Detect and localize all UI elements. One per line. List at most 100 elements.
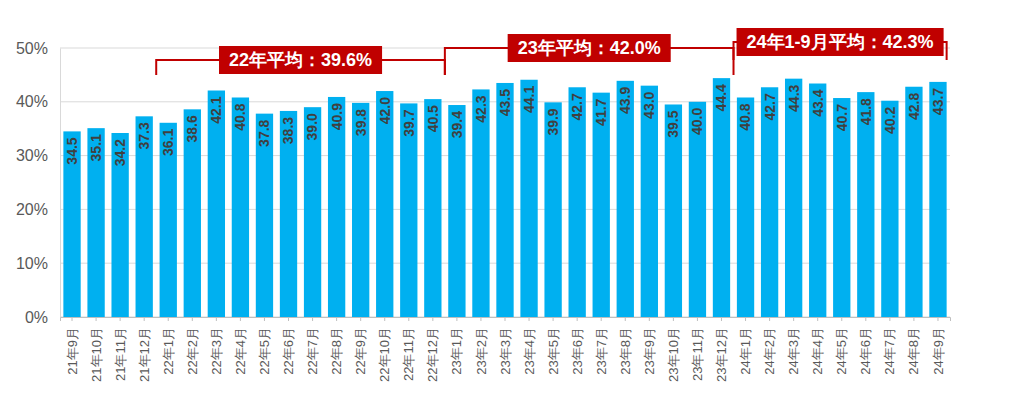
- x-tick: 24年8月: [906, 317, 921, 375]
- x-tick-label: 24年1月: [738, 327, 753, 375]
- x-tick: 23年9月: [642, 317, 657, 375]
- data-label: 39.8: [353, 109, 369, 136]
- x-tick-mark: [408, 317, 409, 321]
- x-tick-label: 21年12月: [137, 327, 152, 382]
- bar: [881, 101, 898, 317]
- x-tick-mark: [192, 317, 193, 321]
- bar: [761, 87, 778, 317]
- x-tick-label: 21年10月: [89, 327, 104, 382]
- x-tick: 24年7月: [882, 317, 897, 375]
- x-tick: 24年3月: [786, 317, 801, 375]
- x-tick: 22年10月: [377, 317, 392, 382]
- bar: [256, 114, 273, 317]
- x-tick: 23年8月: [618, 317, 633, 375]
- x-tick-mark: [505, 317, 506, 321]
- annotation: 24年1-9月平均：42.3%: [734, 28, 947, 60]
- data-label: 43.7: [930, 88, 946, 115]
- x-tick-label: 24年4月: [810, 327, 825, 375]
- x-tick-mark: [673, 317, 674, 321]
- x-tick: 23年5月: [546, 317, 561, 375]
- y-tick: 0%: [25, 309, 60, 326]
- y-axis: 0%10%20%30%40%50%: [16, 40, 61, 326]
- x-tick: 24年6月: [858, 317, 873, 375]
- data-label: 44.1: [521, 86, 537, 113]
- x-tick-mark: [360, 317, 361, 321]
- data-label: 39.5: [665, 110, 681, 137]
- x-tick: 21年10月: [89, 317, 104, 382]
- x-tick-mark: [144, 317, 145, 321]
- x-tick-label: 23年1月: [449, 327, 464, 375]
- x-tick-label: 22年5月: [257, 327, 272, 375]
- x-tick-mark: [553, 317, 554, 321]
- x-tick-mark: [72, 317, 73, 321]
- data-label: 34.2: [112, 139, 128, 166]
- data-label: 40.2: [882, 107, 898, 134]
- bar: [785, 79, 802, 317]
- annotation-box: [508, 34, 671, 62]
- data-label: 35.1: [88, 134, 104, 161]
- bar: [472, 89, 489, 317]
- x-axis-line: [61, 318, 951, 322]
- x-tick-label: 22年10月: [377, 327, 392, 382]
- x-tick: 21年12月: [137, 317, 152, 382]
- x-tick-label: 23年4月: [522, 327, 537, 375]
- x-tick-mark: [336, 317, 337, 321]
- data-label: 38.6: [184, 115, 200, 142]
- annotation-box: [737, 28, 944, 56]
- x-tick-label: 22年7月: [305, 327, 320, 375]
- data-label: 34.5: [64, 137, 80, 164]
- x-tick: 23年2月: [473, 317, 488, 375]
- x-tick-mark: [264, 317, 265, 321]
- bar: [400, 103, 417, 317]
- bar: [424, 99, 441, 317]
- x-tick: 22年8月: [329, 317, 344, 375]
- x-tick-label: 23年5月: [546, 327, 561, 375]
- x-tick-mark: [721, 317, 722, 321]
- x-tick-label: 22年3月: [209, 327, 224, 375]
- chart: 0%10%20%30%40%50%21年9月21年10月21年11月21年12月…: [0, 0, 1024, 413]
- x-tick: 24年1月: [738, 317, 753, 375]
- x-tick-mark: [937, 317, 938, 321]
- data-label: 43.9: [617, 87, 633, 114]
- data-label: 42.7: [569, 93, 585, 120]
- grid: [60, 48, 950, 317]
- x-tick-mark: [288, 317, 289, 321]
- annotation-text: 23年平均：42.0%: [518, 38, 661, 58]
- data-label: 41.8: [858, 98, 874, 125]
- x-tick-label: 24年2月: [762, 327, 777, 375]
- y-tick-label: 40%: [16, 93, 48, 110]
- x-tick-mark: [480, 317, 481, 321]
- x-tick: 23年1月: [449, 317, 464, 375]
- y-tick: 40%: [16, 93, 60, 110]
- x-tick: 24年9月: [931, 317, 946, 375]
- x-tick: 23年6月: [570, 317, 585, 375]
- bar: [496, 83, 513, 317]
- data-label: 43.0: [641, 91, 657, 118]
- bar: [232, 97, 249, 317]
- data-label: 40.9: [329, 103, 345, 130]
- data-label: 38.3: [280, 117, 296, 144]
- data-label: 39.7: [401, 109, 417, 136]
- bar: [689, 102, 706, 317]
- bar: [352, 103, 369, 317]
- x-tick-mark: [577, 317, 578, 321]
- bars: [63, 78, 946, 317]
- data-label: 44.4: [713, 84, 729, 111]
- x-tick-label: 22年8月: [329, 327, 344, 375]
- annotations: 22年平均：39.6%23年平均：42.0%24年1-9月平均：42.3%: [156, 28, 946, 75]
- data-label: 39.4: [449, 111, 465, 138]
- y-tick-label: 30%: [16, 147, 48, 164]
- x-tick-mark: [432, 317, 433, 321]
- x-tick-mark: [865, 317, 866, 321]
- x-tick-mark: [769, 317, 770, 321]
- x-tick-label: 22年2月: [185, 327, 200, 375]
- data-label: 42.0: [377, 97, 393, 124]
- y-tick: 20%: [16, 201, 60, 218]
- x-tick-mark: [889, 317, 890, 321]
- x-tick-mark: [601, 317, 602, 321]
- plot: 0%10%20%30%40%50%21年9月21年10月21年11月21年12月…: [16, 40, 951, 382]
- x-tick: 21年11月: [113, 317, 128, 381]
- data-labels: 34.535.134.237.336.138.642.140.837.838.3…: [64, 84, 946, 166]
- x-tick-label: 24年9月: [931, 327, 946, 375]
- data-label: 42.1: [208, 96, 224, 123]
